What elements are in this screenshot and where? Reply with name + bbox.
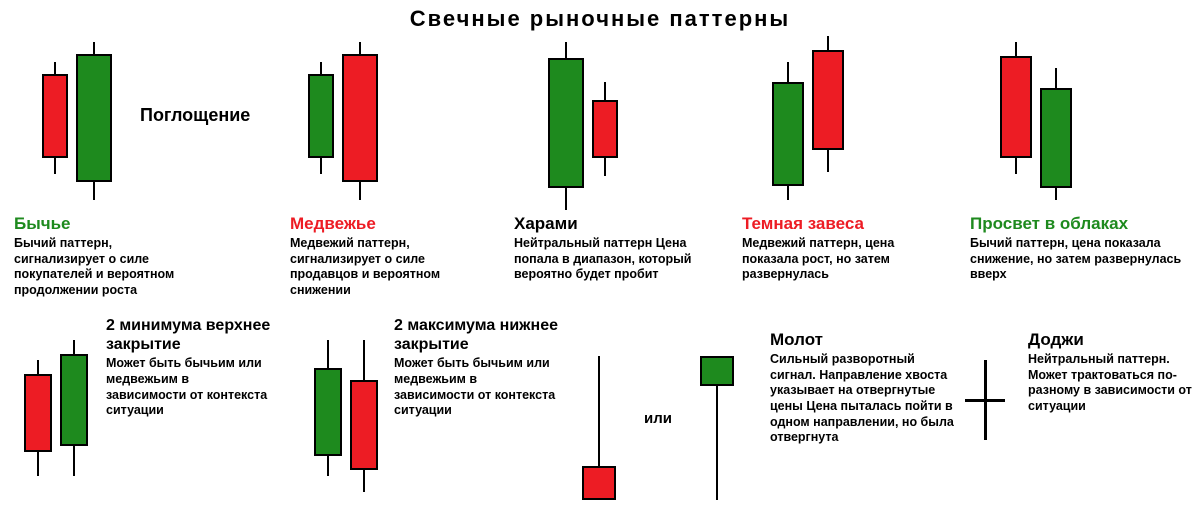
harami-candle-0 xyxy=(548,0,584,532)
two_highs-candle-0 xyxy=(314,0,342,532)
two-highs-title: 2 максимума нижнее закрытие xyxy=(394,316,559,354)
engulfing-label: Поглощение xyxy=(140,105,250,126)
doji-cross-horizontal xyxy=(965,399,1005,402)
two-highs-desc: Может быть бычьим или медвежьим в зависи… xyxy=(394,356,559,419)
hammer-candle-green xyxy=(700,0,734,532)
two-lows-title: 2 минимума верхнее закрытие xyxy=(106,316,271,354)
two_lows-candle-0 xyxy=(24,0,52,532)
two-lows-desc: Может быть бычьим или медвежьим в зависи… xyxy=(106,356,271,419)
two_highs-candle-1 xyxy=(350,0,378,532)
piercing-candle-1 xyxy=(1040,0,1072,532)
piercing-candle-0 xyxy=(1000,0,1032,532)
hammer-candle-red xyxy=(582,0,616,532)
dark_cloud-candle-0 xyxy=(772,0,804,532)
dark_cloud-candle-1 xyxy=(812,0,844,532)
or-label: или xyxy=(644,410,672,427)
two_lows-candle-1 xyxy=(60,0,88,532)
